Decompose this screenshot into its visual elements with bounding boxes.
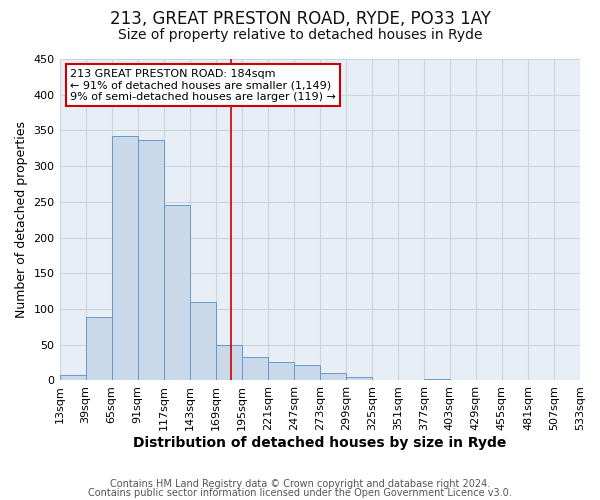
X-axis label: Distribution of detached houses by size in Ryde: Distribution of detached houses by size … (133, 436, 506, 450)
Text: Contains HM Land Registry data © Crown copyright and database right 2024.: Contains HM Land Registry data © Crown c… (110, 479, 490, 489)
Bar (268, 362, 294, 380)
Bar (86, 317, 112, 380)
Text: 213 GREAT PRESTON ROAD: 184sqm
← 91% of detached houses are smaller (1,149)
9% o: 213 GREAT PRESTON ROAD: 184sqm ← 91% of … (70, 68, 336, 102)
Bar (424, 379, 450, 380)
Bar (346, 377, 372, 380)
Bar (294, 364, 320, 380)
Bar (190, 302, 215, 380)
Bar (59, 376, 86, 380)
Bar (164, 204, 190, 380)
Bar (215, 344, 242, 380)
Bar (137, 140, 164, 380)
Text: Contains public sector information licensed under the Open Government Licence v3: Contains public sector information licen… (88, 488, 512, 498)
Bar (320, 374, 346, 380)
Text: 213, GREAT PRESTON ROAD, RYDE, PO33 1AY: 213, GREAT PRESTON ROAD, RYDE, PO33 1AY (110, 10, 491, 28)
Y-axis label: Number of detached properties: Number of detached properties (15, 121, 28, 318)
Bar (242, 357, 268, 380)
Bar (112, 136, 137, 380)
Text: Size of property relative to detached houses in Ryde: Size of property relative to detached ho… (118, 28, 482, 42)
